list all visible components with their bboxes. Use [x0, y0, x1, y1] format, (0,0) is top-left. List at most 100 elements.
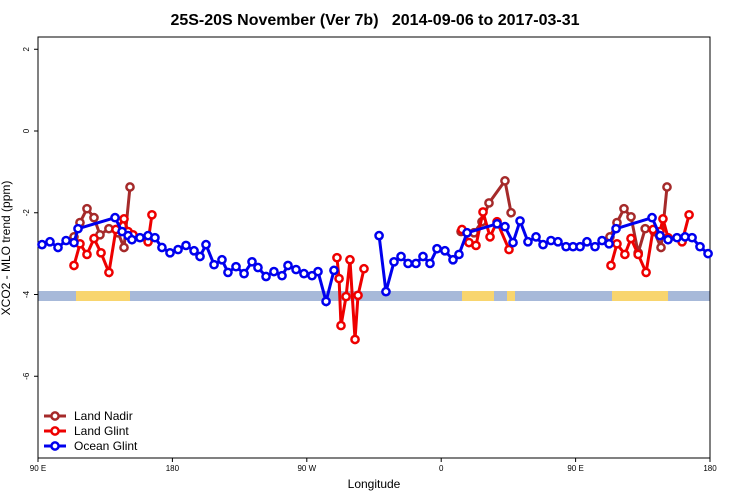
data-point — [247, 256, 257, 267]
data-point — [147, 209, 157, 220]
land-band — [507, 291, 515, 301]
x-tick-label: 90 W — [297, 464, 316, 473]
data-point — [345, 254, 355, 265]
data-point — [471, 240, 481, 251]
data-point — [411, 258, 421, 269]
y-tick-label: -2 — [22, 209, 31, 217]
data-point — [119, 242, 129, 253]
data-point — [189, 245, 199, 256]
plot-frame — [37, 36, 711, 459]
data-point — [640, 223, 651, 234]
data-point — [89, 212, 99, 223]
data-point — [61, 235, 71, 246]
legend-label: Land Glint — [74, 424, 129, 438]
data-point — [606, 260, 616, 271]
data-point — [553, 236, 563, 247]
data-point — [485, 232, 495, 242]
data-point — [332, 252, 342, 263]
data-point — [223, 267, 233, 278]
data-point — [89, 233, 99, 244]
x-tick-label: 180 — [166, 464, 180, 473]
data-point — [641, 267, 651, 278]
data-point — [538, 239, 548, 250]
data-point — [127, 234, 137, 245]
data-point — [531, 232, 541, 242]
series-line — [335, 257, 366, 340]
data-point — [626, 233, 636, 244]
y-tick-label: 2 — [22, 46, 31, 51]
data-point — [53, 242, 63, 253]
data-point — [703, 248, 713, 259]
data-point — [687, 232, 697, 243]
data-point — [656, 242, 666, 253]
y-tick-label: -6 — [22, 372, 31, 380]
data-point — [504, 244, 514, 255]
data-point — [157, 242, 167, 253]
data-point — [633, 249, 644, 260]
data-point — [658, 214, 668, 224]
data-point — [173, 244, 183, 255]
series-line — [609, 214, 691, 278]
data-point — [69, 260, 79, 271]
data-point — [403, 258, 413, 269]
data-point — [647, 212, 657, 223]
x-axis-label: Longitude — [348, 477, 401, 491]
x-tick-label: 0 — [439, 464, 444, 473]
data-point — [389, 256, 399, 267]
data-point — [508, 237, 518, 248]
data-point — [195, 251, 205, 262]
data-point — [425, 258, 435, 269]
data-point — [440, 245, 450, 256]
data-point — [283, 260, 293, 271]
series — [69, 207, 694, 345]
data-point — [381, 286, 391, 297]
ocean-band — [38, 291, 710, 301]
data-point — [506, 207, 516, 218]
data-point — [619, 203, 629, 214]
data-point — [432, 243, 442, 254]
data-point — [462, 227, 472, 238]
data-point — [201, 239, 211, 250]
land-band — [76, 291, 130, 301]
data-point — [341, 291, 351, 302]
y-tick-label: 0 — [22, 128, 31, 133]
data-point — [299, 268, 309, 279]
data-point — [454, 249, 464, 260]
data-point — [336, 320, 346, 331]
land-band — [612, 291, 668, 301]
y-axis-label: XCO2 - MLO trend (ppm) — [0, 181, 13, 316]
data-point — [217, 254, 227, 265]
data-point — [329, 265, 339, 276]
data-point — [515, 216, 525, 226]
data-point — [125, 182, 135, 192]
data-point — [37, 239, 47, 250]
legend-label: Land Nadir — [74, 409, 133, 423]
x-tick-label: 180 — [703, 464, 717, 473]
data-point — [695, 241, 705, 252]
data-point — [104, 267, 114, 278]
data-point — [418, 251, 428, 262]
data-point — [663, 234, 673, 245]
data-point — [500, 176, 510, 186]
data-point — [277, 270, 287, 281]
data-point — [165, 247, 175, 258]
data-point — [73, 223, 83, 234]
data-point — [500, 221, 510, 232]
data-point — [110, 212, 120, 223]
data-point — [590, 241, 600, 252]
data-point — [575, 241, 585, 252]
data-point — [82, 203, 92, 214]
data-point — [239, 268, 249, 279]
chart-title: 25S-20S November (Ver 7b) 2014-09-06 to … — [170, 12, 579, 29]
data-point — [96, 247, 106, 258]
data-point — [231, 261, 241, 272]
data-point — [135, 232, 145, 243]
surface-band — [38, 291, 710, 301]
data-point — [396, 251, 406, 262]
legend-marker — [50, 426, 60, 436]
data-point — [82, 249, 92, 260]
land-band — [462, 291, 494, 301]
data-point — [478, 207, 488, 217]
